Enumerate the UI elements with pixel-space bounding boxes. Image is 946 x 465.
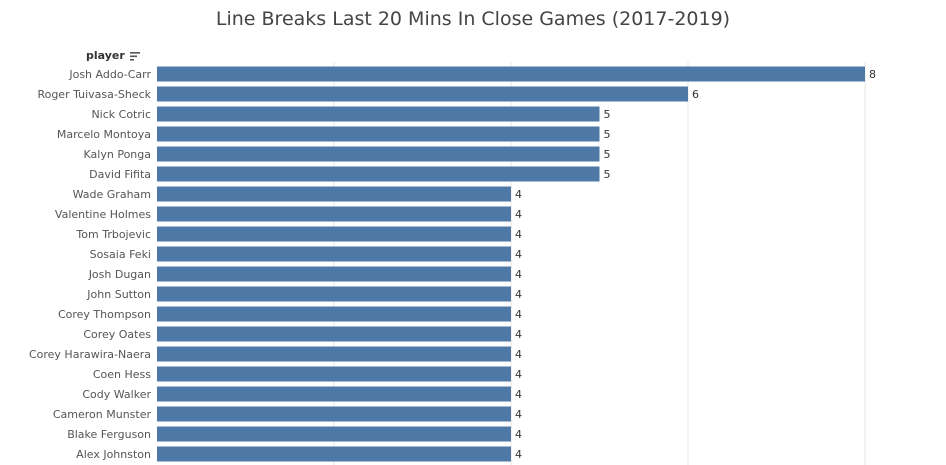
category-label: David Fifita (89, 168, 151, 181)
bars (157, 66, 865, 462)
bar[interactable] (157, 326, 511, 342)
category-label: Marcelo Montoya (57, 128, 151, 141)
value-label: 4 (515, 308, 522, 321)
category-label: Blake Ferguson (67, 428, 151, 441)
category-label: Josh Dugan (88, 268, 151, 281)
bar[interactable] (157, 206, 511, 222)
value-label: 4 (515, 328, 522, 341)
bar[interactable] (157, 446, 511, 462)
value-label: 5 (604, 148, 611, 161)
bar[interactable] (157, 126, 600, 142)
category-label: Nick Cotric (91, 108, 151, 121)
value-label: 4 (515, 408, 522, 421)
bar[interactable] (157, 246, 511, 262)
category-label: Roger Tuivasa-Sheck (37, 88, 151, 101)
category-label: Corey Thompson (58, 308, 151, 321)
bar[interactable] (157, 386, 511, 402)
value-label: 8 (869, 68, 876, 81)
category-label: Cody Walker (82, 388, 151, 401)
value-label: 5 (604, 108, 611, 121)
bar[interactable] (157, 186, 511, 202)
category-label: Corey Harawira-Naera (29, 348, 151, 361)
bar[interactable] (157, 146, 600, 162)
category-label: Alex Johnston (76, 448, 151, 461)
bar[interactable] (157, 286, 511, 302)
value-label: 5 (604, 168, 611, 181)
bar[interactable] (157, 306, 511, 322)
category-label: John Sutton (86, 288, 151, 301)
category-label: Tom Trbojevic (75, 228, 151, 241)
category-label: Sosaia Feki (90, 248, 151, 261)
category-label: Coen Hess (93, 368, 151, 381)
value-label: 4 (515, 368, 522, 381)
value-label: 4 (515, 268, 522, 281)
sort-descending-icon[interactable] (129, 51, 141, 61)
bar[interactable] (157, 366, 511, 382)
bar[interactable] (157, 346, 511, 362)
value-label: 4 (515, 208, 522, 221)
bar[interactable] (157, 426, 511, 442)
value-label: 4 (515, 228, 522, 241)
category-label: Josh Addo-Carr (68, 68, 151, 81)
category-label: Kalyn Ponga (84, 148, 151, 161)
value-label: 6 (692, 88, 699, 101)
column-header-label: player (86, 49, 125, 62)
category-label: Corey Oates (83, 328, 151, 341)
bar[interactable] (157, 266, 511, 282)
value-label: 5 (604, 128, 611, 141)
bar[interactable] (157, 106, 600, 122)
gridlines (333, 62, 866, 465)
bar[interactable] (157, 86, 688, 102)
value-label: 4 (515, 188, 522, 201)
bar[interactable] (157, 226, 511, 242)
value-labels: 8 6 5 5 5 5 4 4 4 4 4 4 4 4 4 4 4 4 4 4 (515, 68, 876, 461)
value-label: 4 (515, 428, 522, 441)
category-label: Cameron Munster (53, 408, 152, 421)
value-label: 4 (515, 448, 522, 461)
category-label: Valentine Holmes (55, 208, 151, 221)
bar[interactable] (157, 166, 600, 182)
category-label: Wade Graham (73, 188, 151, 201)
column-header-player[interactable]: player (86, 49, 141, 62)
category-labels: Josh Addo-Carr Roger Tuivasa-Sheck Nick Co… (29, 68, 152, 461)
bar[interactable] (157, 66, 865, 82)
value-label: 4 (515, 348, 522, 361)
value-label: 4 (515, 388, 522, 401)
chart-title: Line Breaks Last 20 Mins In Close Games … (215, 8, 731, 30)
bar[interactable] (157, 406, 511, 422)
value-label: 4 (515, 288, 522, 301)
value-label: 4 (515, 248, 522, 261)
